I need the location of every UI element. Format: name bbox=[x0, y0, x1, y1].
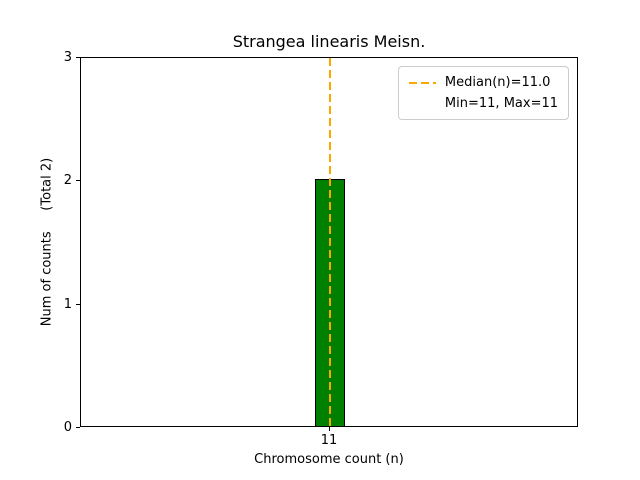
ytick-label-1: 1 bbox=[63, 296, 72, 312]
legend-dashed-line-icon bbox=[408, 81, 436, 84]
chart-title: Strangea linearis Meisn. bbox=[232, 32, 426, 51]
plot-area: Median(n)=11.0 Min=11, Max=11 bbox=[80, 57, 578, 427]
ytick-mark-0 bbox=[76, 427, 80, 428]
legend-sample-spacer bbox=[409, 103, 436, 105]
legend-label-0: Median(n)=11.0 bbox=[444, 75, 551, 90]
legend-row-0: Median(n)=11.0 bbox=[408, 72, 558, 93]
x-axis-label: Chromosome count (n) bbox=[254, 452, 404, 467]
legend: Median(n)=11.0 Min=11, Max=11 bbox=[397, 66, 569, 120]
ytick-label-0: 0 bbox=[63, 420, 72, 435]
xtick-label-11: 11 bbox=[320, 433, 338, 448]
ytick-mark-1 bbox=[76, 303, 80, 305]
legend-label-1: Min=11, Max=11 bbox=[444, 96, 558, 111]
ytick-label-3: 3 bbox=[63, 50, 72, 65]
ytick-label-2: 2 bbox=[63, 173, 72, 189]
ytick-mark-3 bbox=[76, 57, 80, 58]
legend-row-1: Min=11, Max=11 bbox=[409, 93, 558, 114]
ytick-mark-2 bbox=[76, 180, 80, 182]
xtick-mark-11 bbox=[329, 427, 330, 431]
median-line bbox=[329, 58, 331, 426]
